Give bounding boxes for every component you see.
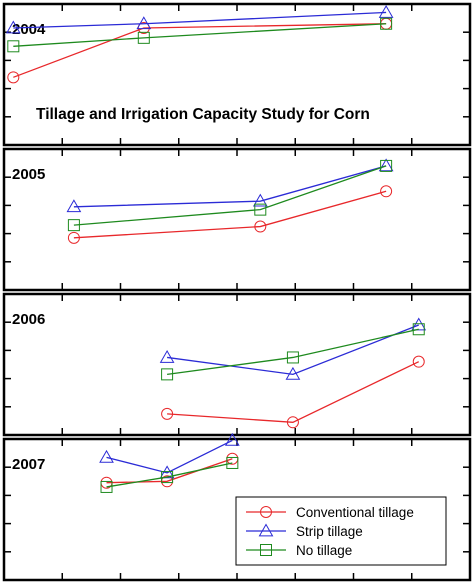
data-point xyxy=(100,480,113,493)
legend-label: Strip tillage xyxy=(296,524,363,539)
data-point xyxy=(380,185,393,198)
panel-2004: 2004 xyxy=(2,2,472,147)
data-point xyxy=(254,220,267,233)
data-point xyxy=(286,351,299,364)
panel-label: 2004 xyxy=(12,21,46,38)
panel-2005: 2005 xyxy=(2,147,472,292)
legend-label: Conventional tillage xyxy=(296,505,414,520)
legend-entry: No tillage xyxy=(246,543,352,558)
data-point xyxy=(67,231,80,244)
data-point xyxy=(412,355,425,368)
series-line xyxy=(167,361,420,423)
series-line xyxy=(106,458,233,484)
legend: Conventional tillage Strip tillage No till… xyxy=(235,496,447,566)
legend-entry: Strip tillage xyxy=(246,523,363,539)
data-point xyxy=(161,368,174,381)
data-point xyxy=(224,432,240,446)
data-point xyxy=(286,416,299,429)
series-line xyxy=(73,165,387,208)
series-strip-tillage xyxy=(5,4,394,34)
legend-marker xyxy=(258,523,274,537)
series-no-tillage xyxy=(67,159,393,232)
legend-marker xyxy=(260,506,272,518)
series-conventional-tillage xyxy=(67,185,393,244)
panel-2006: 2006 xyxy=(2,292,472,437)
series-line xyxy=(167,328,419,376)
data-point xyxy=(254,203,267,216)
series-line xyxy=(13,23,387,47)
series-strip-tillage xyxy=(66,158,394,213)
series-conventional-tillage xyxy=(161,355,425,429)
data-point xyxy=(226,456,239,469)
legend-label: No tillage xyxy=(296,543,352,558)
data-point xyxy=(137,31,150,44)
series-line xyxy=(13,11,387,29)
data-point xyxy=(380,17,393,30)
panel-label: 2006 xyxy=(12,311,45,328)
series-no-tillage xyxy=(7,17,393,53)
panel-label: 2005 xyxy=(12,166,45,183)
panel-frame xyxy=(2,2,472,147)
data-point xyxy=(99,449,114,463)
series-line xyxy=(73,190,387,239)
panel-2007: 2007 xyxy=(2,432,472,582)
data-point xyxy=(67,219,80,232)
data-point xyxy=(7,71,20,84)
panel-label: 2007 xyxy=(12,456,45,473)
data-point xyxy=(137,21,150,34)
data-point xyxy=(161,407,174,420)
series-line xyxy=(13,23,387,78)
data-point xyxy=(136,16,152,30)
data-point xyxy=(5,20,21,34)
data-point xyxy=(252,193,268,207)
data-point xyxy=(412,323,425,336)
series-no-tillage xyxy=(161,323,425,381)
data-point xyxy=(285,366,301,380)
figure-title: Tillage and Irrigation Capacity Study fo… xyxy=(36,106,370,123)
data-point xyxy=(7,40,20,53)
series-no-tillage xyxy=(100,456,239,493)
legend-entry: Conventional tillage xyxy=(246,505,414,520)
data-point xyxy=(161,471,174,484)
data-point xyxy=(159,349,175,363)
series-line xyxy=(167,324,419,376)
data-point xyxy=(378,158,394,172)
legend-marker xyxy=(260,544,272,556)
data-point xyxy=(378,4,394,18)
data-point xyxy=(66,199,82,213)
series-line xyxy=(106,462,233,488)
data-point xyxy=(380,159,393,172)
series-line xyxy=(73,165,387,226)
series-conventional-tillage xyxy=(7,17,393,84)
series-line xyxy=(106,439,233,474)
